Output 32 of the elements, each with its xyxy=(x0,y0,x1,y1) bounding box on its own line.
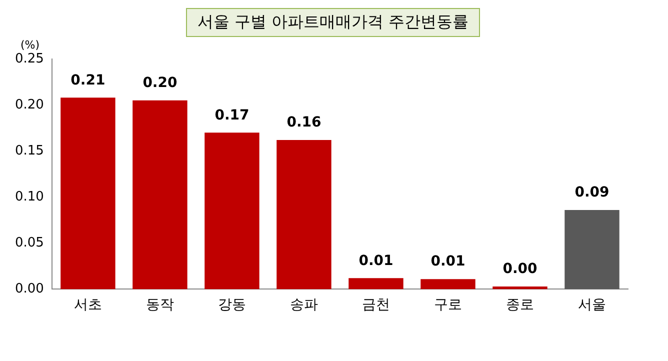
bar xyxy=(132,100,188,290)
x-tick-label: 금천 xyxy=(362,297,390,314)
x-tick-label: 구로 xyxy=(434,297,462,314)
x-tick-label: 송파 xyxy=(290,297,318,314)
y-tick-label: 0.00 xyxy=(14,282,44,297)
y-tick-label: 0.15 xyxy=(14,143,44,158)
chart-title: 서울 구별 아파트매매가격 주간변동률 xyxy=(186,8,480,37)
x-tick-label: 서울 xyxy=(578,297,606,314)
bar xyxy=(204,132,260,290)
x-tick-label: 종로 xyxy=(506,297,534,314)
data-label: 0.01 xyxy=(430,254,466,270)
data-label: 0.09 xyxy=(574,184,610,201)
y-tick-label: 0.05 xyxy=(14,236,44,251)
bar xyxy=(276,140,332,290)
y-axis-title: (%) xyxy=(20,38,40,52)
x-tick-label: 강동 xyxy=(218,297,246,314)
y-tick-label: 0.20 xyxy=(14,97,44,112)
bar xyxy=(420,279,476,290)
y-tick-label: 0.25 xyxy=(14,51,44,66)
data-label: 0.20 xyxy=(142,75,178,92)
data-label: 0.16 xyxy=(286,114,322,131)
bar xyxy=(564,210,620,290)
bar xyxy=(348,278,404,290)
data-label: 0.21 xyxy=(70,72,106,88)
data-label: 0.00 xyxy=(502,261,538,278)
bar xyxy=(492,286,548,290)
x-tick-label: 동작 xyxy=(146,297,174,314)
data-label: 0.17 xyxy=(214,107,250,124)
data-label: 0.01 xyxy=(358,252,394,269)
bar xyxy=(60,98,116,290)
x-tick-label: 서초 xyxy=(74,297,102,314)
y-tick-label: 0.10 xyxy=(14,189,44,204)
